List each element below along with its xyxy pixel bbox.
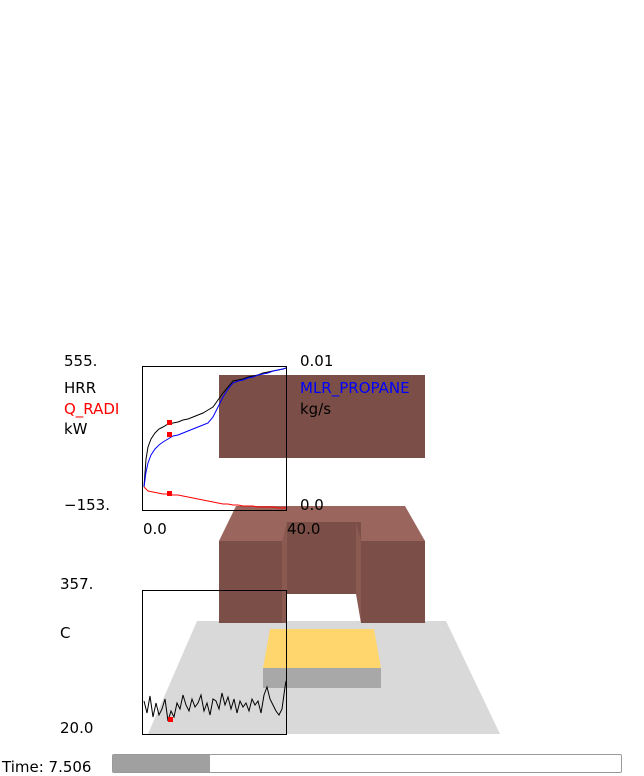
plot1-hrr-marker — [167, 420, 172, 425]
time-label: Time: 7.506 — [2, 758, 92, 776]
plot1-qradi-label: Q_RADI — [64, 400, 120, 418]
plot1-right-ymax-label: 0.01 — [300, 352, 334, 370]
back-obstruction — [219, 375, 425, 458]
plot2-ymax-label: 357. — [60, 575, 94, 593]
plot2-box — [142, 590, 287, 735]
plot1-right-unit-label: kg/s — [300, 400, 332, 418]
plot1-qradi-marker — [167, 491, 172, 496]
burner-side — [263, 668, 381, 688]
plot1-hrr-series — [143, 367, 287, 488]
plot1-ymin-label: −153. — [64, 496, 110, 514]
plot2-ymin-label: 20.0 — [60, 719, 94, 737]
plot2-current-marker — [168, 717, 173, 722]
arch-right-leg — [361, 541, 425, 623]
arch-inner-span — [287, 522, 361, 594]
plot1-unit-label: kW — [64, 420, 88, 438]
plot1-box — [142, 366, 287, 511]
arch-left-inner — [282, 522, 287, 623]
plot1-right-ymin-label: 0.0 — [300, 496, 324, 514]
plot1-xmin-label: 0.0 — [143, 520, 167, 538]
plot1-mlr-marker — [167, 432, 172, 437]
arch-right-inner — [356, 522, 361, 623]
plot2-unit-label: C — [60, 624, 71, 642]
plot2-temperature-series — [143, 680, 287, 722]
plot1-mlr-series — [143, 367, 287, 488]
time-slider-fill — [113, 755, 210, 772]
plot1-ymax-label: 555. — [64, 352, 98, 370]
arch-left-leg — [219, 541, 287, 623]
plot1-mlr-label: MLR_PROPANE — [300, 379, 410, 397]
plot1-xmax-label: 40.0 — [287, 520, 321, 538]
time-slider[interactable] — [112, 754, 622, 773]
plot1-qradi-series — [143, 486, 286, 509]
plot1-hrr-label: HRR — [64, 379, 97, 397]
burner-top — [263, 629, 381, 668]
